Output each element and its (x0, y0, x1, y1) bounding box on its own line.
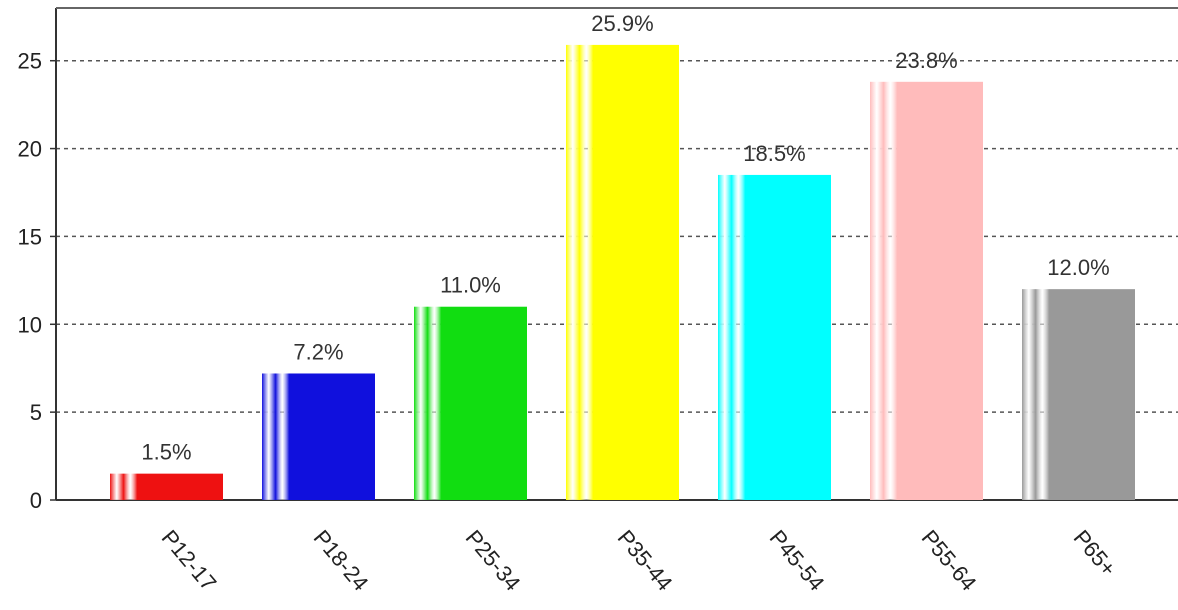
y-tick-label: 25 (18, 49, 42, 74)
data-label: 7.2% (293, 339, 343, 364)
bar-p35-44 (566, 44, 679, 501)
bars (110, 44, 1135, 501)
category-label: P18-24 (309, 525, 374, 595)
bar-p65-plus (1022, 289, 1135, 500)
y-tick-label: 10 (18, 312, 42, 337)
category-labels: P12-17 P18-24 P25-34 P35-44 P45-54 P55-64 P65+ (157, 525, 1122, 595)
data-label: 18.5% (743, 141, 805, 166)
data-label: 12.0% (1047, 255, 1109, 280)
category-label: P45-54 (765, 525, 830, 595)
bar-p18-24 (262, 373, 375, 500)
data-labels: 1.5% 7.2% 11.0% 25.9% 18.5% 23.8% 12.0% (141, 11, 1109, 465)
y-tick-label: 20 (18, 137, 42, 162)
y-tick-labels: 0 5 10 15 20 25 (18, 49, 56, 513)
data-label: 1.5% (141, 440, 191, 465)
data-label: 25.9% (591, 11, 653, 36)
bar-p55-64 (870, 81, 983, 501)
category-label: P35-44 (613, 525, 678, 595)
data-label: 23.8% (895, 48, 957, 73)
category-label: P65+ (1069, 525, 1122, 581)
y-tick-label: 5 (30, 400, 42, 425)
bar-p25-34 (414, 306, 527, 500)
y-tick-label: 0 (30, 488, 42, 513)
category-label: P25-34 (461, 525, 526, 595)
category-label: P55-64 (917, 525, 982, 595)
y-tick-label: 15 (18, 224, 42, 249)
bar-p12-17 (110, 473, 223, 500)
data-label: 11.0% (440, 273, 501, 298)
bar-p45-54 (718, 174, 831, 500)
category-label: P12-17 (157, 525, 222, 595)
